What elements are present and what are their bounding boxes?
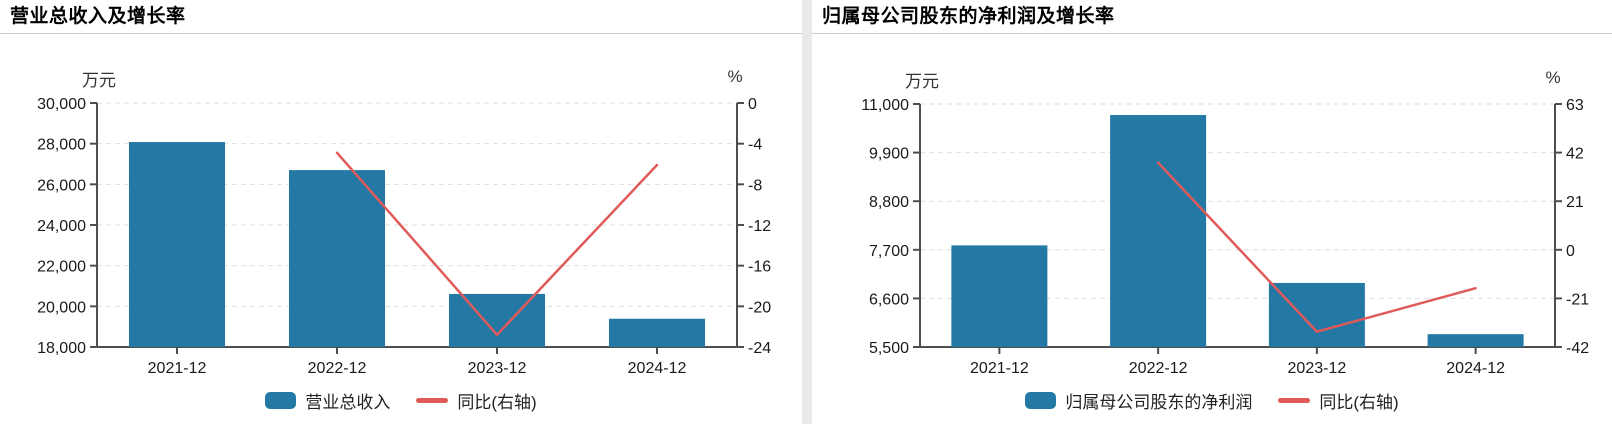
- revenue-chart-title: 营业总收入及增长率: [10, 6, 186, 27]
- right-axis-tick-label: 21: [1566, 194, 1584, 211]
- left-axis-tick-label: 9,900: [869, 146, 909, 163]
- right-axis-tick-label: -42: [1566, 340, 1589, 357]
- bar-2022-12: [289, 170, 385, 347]
- right-axis-tick-label: -24: [748, 340, 771, 357]
- bar-2024-12: [1427, 334, 1524, 347]
- revenue-chart-panel: 营业总收入及增长率 30,000 0 28,000 -4 26,000 -8 24,000 -…: [0, 0, 802, 424]
- title-divider: [0, 33, 802, 34]
- bar-2021-12: [951, 245, 1048, 347]
- left-axis-tick-label: 24,000: [37, 218, 86, 235]
- x-axis-tick-label: 2022-12: [1129, 360, 1188, 377]
- legend-item-revenue: 营业总收入: [265, 388, 390, 413]
- bar-2022-12: [1110, 115, 1207, 347]
- yoy-line: [1156, 161, 1477, 333]
- yoy-line: [335, 151, 659, 337]
- left-axis-unit-label: 万元: [82, 71, 116, 90]
- legend-label-net-profit: 归属母公司股东的净利润: [1065, 393, 1253, 412]
- left-axis-tick-label: 7,700: [869, 243, 909, 260]
- revenue-chart: 30,000 0 28,000 -4 26,000 -8 24,000 -12 22,000 -1…: [37, 67, 771, 377]
- x-axis-tick-label: 2022-12: [308, 360, 367, 377]
- bar-series-swatch: [265, 392, 297, 409]
- title-divider: [812, 33, 1612, 34]
- left-axis-tick-label: 5,500: [869, 340, 909, 357]
- panel-divider: [802, 0, 812, 424]
- net-profit-chart-panel: 归属母公司股东的净利润及增长率 11,000 63 9,900 42 8,800 21 7,…: [812, 0, 1612, 424]
- left-axis-tick-label: 11,000: [861, 97, 909, 114]
- net-profit-chart-title: 归属母公司股东的净利润及增长率: [822, 6, 1115, 27]
- left-axis-tick-label: 28,000: [37, 137, 86, 154]
- right-axis-tick-label: 0: [1566, 243, 1575, 260]
- legend-label-revenue: 营业总收入: [305, 393, 391, 412]
- left-axis-tick-label: 26,000: [37, 177, 86, 194]
- line-series-swatch: [1278, 398, 1311, 403]
- bar-2024-12: [609, 318, 705, 347]
- bar-2023-12: [449, 293, 545, 347]
- x-axis-tick-label: 2021-12: [970, 360, 1029, 377]
- right-axis-tick-label: -4: [748, 137, 762, 154]
- left-axis-tick-label: 30,000: [37, 96, 86, 113]
- left-axis-tick-label: 22,000: [37, 259, 86, 276]
- right-axis-unit-label: %: [1545, 68, 1560, 87]
- line-series-swatch: [416, 398, 449, 403]
- legend-item-net-profit: 归属母公司股东的净利润: [1025, 388, 1252, 413]
- right-axis-tick-label: -21: [1566, 291, 1589, 308]
- left-axis-unit-label: 万元: [905, 72, 939, 91]
- legend-item-yoy: 同比(右轴): [1278, 388, 1399, 413]
- left-axis-tick-label: 8,800: [869, 194, 909, 211]
- left-axis-tick-label: 6,600: [869, 291, 909, 308]
- legend-label-yoy: 同比(右轴): [457, 393, 537, 412]
- right-axis-tick-label: -12: [748, 218, 771, 235]
- legend-item-yoy: 同比(右轴): [416, 388, 537, 413]
- right-axis-tick-label: -16: [748, 259, 771, 276]
- right-axis-unit-label: %: [727, 67, 742, 86]
- revenue-chart-legend: 营业总收入 同比(右轴): [0, 388, 802, 413]
- right-axis-tick-label: -20: [748, 299, 771, 316]
- bar-2021-12: [129, 142, 225, 347]
- left-axis-tick-label: 20,000: [37, 299, 86, 316]
- right-axis-tick-label: -8: [748, 177, 762, 194]
- x-axis-tick-label: 2024-12: [628, 360, 687, 377]
- bar-2023-12: [1268, 282, 1365, 347]
- right-axis-tick-label: 63: [1566, 97, 1584, 114]
- net-profit-chart-legend: 归属母公司股东的净利润 同比(右轴): [812, 388, 1612, 413]
- net-profit-chart: 11,000 63 9,900 42 8,800 21 7,700 0 6,600 -21 5,50…: [861, 68, 1589, 377]
- x-axis-tick-label: 2021-12: [148, 360, 207, 377]
- x-axis-tick-label: 2023-12: [1288, 360, 1347, 377]
- x-axis-tick-label: 2024-12: [1446, 360, 1505, 377]
- right-axis-tick-label: 42: [1566, 146, 1584, 163]
- right-axis-tick-label: 0: [748, 96, 757, 113]
- bar-series-swatch: [1025, 392, 1057, 409]
- x-axis-tick-label: 2023-12: [468, 360, 527, 377]
- legend-label-yoy: 同比(右轴): [1319, 393, 1399, 412]
- left-axis-tick-label: 18,000: [37, 340, 86, 357]
